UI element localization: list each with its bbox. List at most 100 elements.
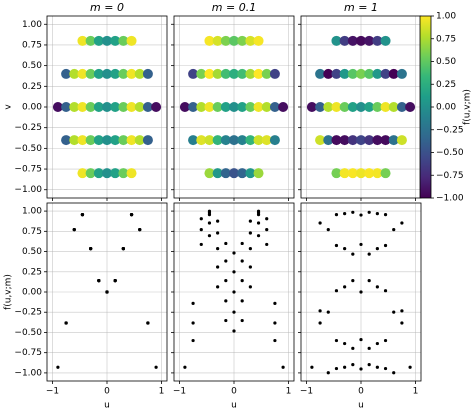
point	[273, 301, 277, 306]
point	[253, 102, 264, 112]
point	[64, 321, 68, 325]
point	[347, 135, 358, 146]
point	[118, 35, 129, 46]
x-tick-label: 0	[104, 387, 110, 397]
point	[364, 168, 375, 179]
point	[343, 211, 347, 216]
point	[61, 68, 72, 79]
point	[367, 252, 371, 256]
point	[212, 102, 223, 112]
point	[256, 211, 261, 215]
point	[383, 366, 388, 371]
point	[134, 102, 145, 112]
point	[110, 168, 121, 179]
x-tick-label: 1	[286, 387, 292, 397]
point	[232, 290, 236, 294]
point	[85, 35, 96, 46]
panel-title: m = 1	[344, 1, 378, 14]
point	[331, 168, 342, 179]
point	[372, 135, 383, 146]
point	[232, 251, 236, 255]
axes-frame	[300, 202, 422, 382]
point	[229, 168, 239, 179]
axes-frame	[46, 202, 168, 382]
point	[388, 135, 399, 146]
point	[188, 102, 199, 112]
point	[113, 278, 117, 283]
point	[269, 68, 280, 79]
point	[356, 168, 366, 179]
point	[77, 68, 88, 79]
point	[154, 365, 158, 369]
point	[248, 247, 252, 251]
point	[224, 241, 228, 246]
point	[102, 168, 112, 179]
point	[229, 35, 239, 46]
x-axis-label: u	[358, 401, 364, 411]
y-tick-label: 0.00	[22, 103, 42, 113]
point	[118, 168, 129, 179]
point	[396, 135, 407, 146]
point	[212, 168, 223, 179]
point	[207, 234, 212, 238]
y-tick-label: −0.75	[14, 348, 42, 358]
point	[331, 102, 342, 112]
axes-frame	[173, 15, 295, 199]
panel: −1 0 1 u	[171, 202, 295, 411]
colorbar	[419, 15, 432, 199]
point	[380, 135, 391, 146]
x-tick-label: −1	[300, 387, 313, 397]
colorbar-tick-label: −0.50	[436, 148, 464, 158]
point	[216, 265, 220, 269]
point	[392, 310, 396, 314]
y-tick-label: 1.00	[22, 20, 42, 30]
point	[179, 102, 190, 112]
point	[318, 309, 322, 313]
point	[347, 35, 358, 46]
point	[216, 285, 220, 289]
point	[118, 102, 129, 112]
point	[380, 102, 391, 112]
point	[359, 290, 363, 294]
point	[126, 135, 137, 146]
point	[196, 135, 207, 146]
point	[126, 35, 137, 46]
y-tick-label: 0.25	[22, 267, 42, 277]
point	[85, 135, 96, 146]
point	[265, 217, 269, 221]
point	[331, 68, 342, 79]
point	[204, 68, 215, 79]
point	[85, 168, 96, 179]
point	[351, 363, 355, 367]
point	[97, 278, 101, 283]
point	[151, 102, 162, 112]
point	[110, 135, 121, 146]
point	[80, 213, 85, 217]
point	[216, 231, 220, 235]
point	[315, 102, 326, 112]
point	[248, 285, 252, 289]
point	[240, 259, 244, 263]
point	[229, 68, 239, 79]
point	[216, 219, 220, 223]
point	[343, 285, 347, 289]
point	[102, 68, 112, 79]
point	[102, 35, 112, 46]
point	[248, 265, 252, 269]
point	[207, 221, 212, 225]
panel: −1 0 1 −1.00 −0.75 −0.50 −0.25 0.00 0.25 0.50 0.75…	[4, 202, 168, 411]
point	[383, 338, 388, 343]
point	[339, 168, 350, 179]
point	[142, 102, 153, 112]
point	[334, 366, 339, 371]
point	[318, 321, 322, 325]
y-tick-label: −0.50	[14, 328, 42, 338]
point	[89, 247, 93, 251]
colorbar-tick-label: 1.00	[436, 12, 456, 22]
y-tick-label: 0.50	[22, 61, 42, 71]
point	[383, 243, 388, 248]
point	[347, 102, 358, 112]
point	[77, 102, 88, 112]
point	[212, 68, 223, 79]
point	[248, 231, 252, 235]
